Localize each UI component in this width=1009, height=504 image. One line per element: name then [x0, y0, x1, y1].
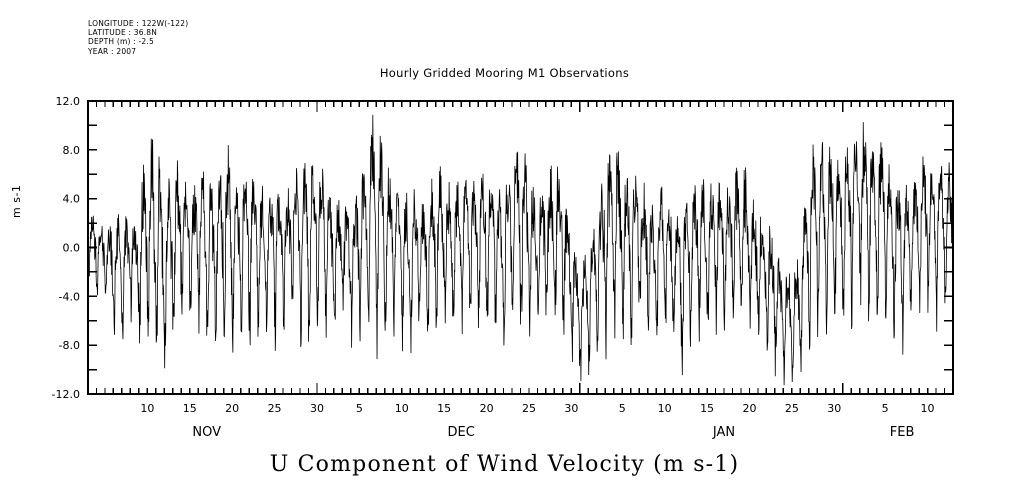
x-month-label: DEC — [447, 425, 474, 440]
x-tick-label: 30 — [310, 402, 324, 415]
x-tick-label: 15 — [437, 402, 451, 415]
x-tick-label: 20 — [742, 402, 756, 415]
y-tick-label: -12.0 — [52, 388, 80, 401]
figure-caption: U Component of Wind Velocity (m s-1) — [269, 452, 740, 477]
y-tick-label: -4.0 — [59, 290, 80, 303]
x-tick-label: 25 — [785, 402, 799, 415]
metadata-latitude: LATITUDE : 36.8N — [88, 28, 158, 38]
x-tick-label: 5 — [619, 402, 626, 415]
x-tick-label: 5 — [882, 402, 889, 415]
x-month-label: FEB — [890, 425, 915, 440]
x-tick-label: 10 — [921, 402, 935, 415]
x-month-label: NOV — [192, 425, 221, 440]
x-tick-label: 20 — [225, 402, 239, 415]
y-tick-label: 0.0 — [63, 242, 81, 255]
x-tick-label: 30 — [564, 402, 578, 415]
x-tick-label: 15 — [183, 402, 197, 415]
x-tick-label: 10 — [658, 402, 672, 415]
x-tick-label: 5 — [356, 402, 363, 415]
metadata-block: LONGITUDE : 122W(-122) LATITUDE : 36.8N … — [88, 19, 188, 56]
x-tick-label: 10 — [140, 402, 154, 415]
y-tick-label: 8.0 — [63, 144, 81, 157]
y-tick-label: -8.0 — [59, 339, 80, 352]
y-tick-label: 12.0 — [56, 95, 81, 108]
metadata-depth: DEPTH (m) : -2.5 — [88, 37, 154, 47]
x-tick-label: 20 — [480, 402, 494, 415]
x-tick-label: 30 — [827, 402, 841, 415]
x-tick-label: 15 — [700, 402, 714, 415]
metadata-year: YEAR : 2007 — [88, 46, 137, 56]
y-tick-label: 4.0 — [63, 193, 81, 206]
x-month-label: JAN — [712, 425, 735, 440]
metadata-longitude: LONGITUDE : 122W(-122) — [88, 19, 189, 28]
data-series-line — [87, 114, 954, 386]
x-tick-label: 25 — [522, 402, 536, 415]
x-tick-label: 25 — [268, 402, 282, 415]
plot-title: Hourly Gridded Mooring M1 Observations — [379, 66, 630, 80]
x-tick-label: 10 — [395, 402, 409, 415]
